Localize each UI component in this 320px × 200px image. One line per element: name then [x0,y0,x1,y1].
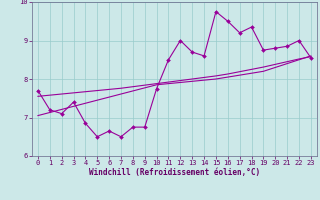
X-axis label: Windchill (Refroidissement éolien,°C): Windchill (Refroidissement éolien,°C) [89,168,260,177]
